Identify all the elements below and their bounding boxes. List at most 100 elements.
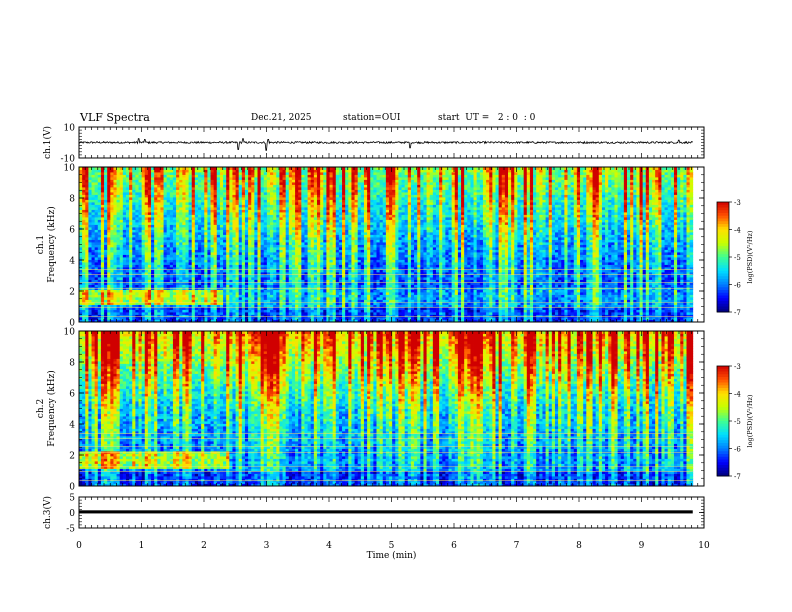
spectrogram-cell bbox=[95, 312, 99, 315]
spectrogram-cell bbox=[273, 300, 277, 303]
ch1-ylabel: ch.1(V) bbox=[42, 126, 53, 159]
spectrogram-cell bbox=[395, 297, 399, 300]
spectrogram-cell bbox=[254, 315, 258, 318]
spectrogram-cell bbox=[164, 305, 168, 308]
spectrogram-cell bbox=[417, 310, 421, 313]
spectrogram-cell bbox=[176, 300, 180, 303]
spectrogram-cell bbox=[677, 305, 681, 308]
spectrogram-cell bbox=[602, 305, 606, 308]
spectrogram-cell bbox=[677, 300, 681, 303]
spectrogram-cell bbox=[157, 297, 161, 300]
spectrogram-cell bbox=[658, 310, 662, 313]
spectrogram-cell bbox=[571, 300, 575, 303]
spectrogram-cell bbox=[539, 310, 543, 313]
spectrogram-cell bbox=[308, 310, 312, 313]
spectrogram-cell bbox=[464, 305, 468, 308]
spectrogram-cell bbox=[226, 305, 230, 308]
spectrogram-cell bbox=[627, 315, 631, 318]
spectrogram-cell bbox=[558, 297, 562, 300]
spectrogram-cell bbox=[467, 317, 471, 320]
spectrogram-cell bbox=[320, 312, 324, 315]
spectrogram-cell bbox=[527, 312, 531, 315]
spectrogram-cell bbox=[351, 305, 355, 308]
spectrogram-cell bbox=[461, 312, 465, 315]
spectrogram-cell bbox=[398, 312, 402, 315]
spectrogram-cell bbox=[167, 310, 171, 313]
spectrogram-cell bbox=[655, 317, 659, 320]
spectrogram-cell bbox=[229, 297, 233, 300]
spectrogram-cell bbox=[486, 305, 490, 308]
spectrogram-cell bbox=[427, 297, 431, 300]
spectrogram-cell bbox=[464, 300, 468, 303]
spectrogram-cell bbox=[402, 297, 406, 300]
spectrogram-cell bbox=[386, 297, 390, 300]
spectrogram-cell bbox=[483, 310, 487, 313]
spectrogram-cell bbox=[618, 312, 622, 315]
spectrogram-cell bbox=[301, 300, 305, 303]
spectrogram-cell bbox=[555, 305, 559, 308]
spectrogram-cell bbox=[561, 297, 565, 300]
spectrogram-cell bbox=[542, 315, 546, 318]
spectrogram-cell bbox=[311, 310, 315, 313]
spectrogram-cell bbox=[123, 300, 127, 303]
spectrogram-cell bbox=[286, 300, 290, 303]
spectrogram-cell bbox=[502, 305, 506, 308]
spectrogram-cell bbox=[495, 300, 499, 303]
spectrogram-cell bbox=[289, 300, 293, 303]
spectrogram-cell bbox=[477, 300, 481, 303]
spectrogram-cell bbox=[499, 310, 503, 313]
spectrogram-cell bbox=[104, 297, 108, 300]
spectrogram-cell bbox=[330, 300, 334, 303]
vlf-spectra-figure: VLF Spectra Dec.21, 2025 station=OUI sta… bbox=[0, 0, 792, 612]
spectrogram-cell bbox=[170, 305, 174, 308]
spectrogram-cell bbox=[292, 315, 296, 318]
spectrogram-cell bbox=[423, 312, 427, 315]
spectrogram-cell bbox=[129, 317, 133, 320]
spectrogram-cell bbox=[270, 300, 274, 303]
spectrogram-cell bbox=[361, 297, 365, 300]
spectrogram-cell bbox=[658, 305, 662, 308]
spectrogram-cell bbox=[402, 315, 406, 318]
spectrogram-cell bbox=[464, 315, 468, 318]
spectrogram-cell bbox=[605, 305, 609, 308]
spectrogram-cell bbox=[113, 300, 117, 303]
spectrogram-cell bbox=[179, 315, 183, 318]
spectrogram-cell bbox=[88, 305, 92, 308]
spectrogram-cell bbox=[571, 305, 575, 308]
spectrogram-cell bbox=[455, 315, 459, 318]
spectrogram-cell bbox=[427, 310, 431, 313]
spectrogram-cell bbox=[589, 300, 593, 303]
spectrogram-cell bbox=[558, 317, 562, 320]
spectrogram-cell bbox=[386, 312, 390, 315]
spectrogram-cell bbox=[392, 315, 396, 318]
spectrogram-cell bbox=[633, 315, 637, 318]
spectrogram-cell bbox=[386, 300, 390, 303]
spectrogram-cell bbox=[261, 297, 265, 300]
spectrogram-cell bbox=[655, 300, 659, 303]
spectrogram-cell bbox=[101, 312, 105, 315]
spectrogram-cell bbox=[261, 315, 265, 318]
spectrogram-cell bbox=[351, 312, 355, 315]
spectrogram-cell bbox=[345, 317, 349, 320]
spectrogram-cell bbox=[267, 305, 271, 308]
spectrogram-cell bbox=[405, 315, 409, 318]
spectrogram-cell bbox=[420, 300, 424, 303]
spectrogram-cell bbox=[370, 312, 374, 315]
spectrogram-cell bbox=[358, 317, 362, 320]
spectrogram-cell bbox=[245, 315, 249, 318]
spectrogram-cell bbox=[517, 305, 521, 308]
spectrogram-cell bbox=[486, 312, 490, 315]
spectrogram-cell bbox=[624, 317, 628, 320]
spectrogram-cell bbox=[423, 317, 427, 320]
spectrogram-cell bbox=[204, 312, 208, 315]
spectrogram-cell bbox=[317, 297, 321, 300]
spectrogram-cell bbox=[264, 297, 268, 300]
spectrogram-cell bbox=[445, 312, 449, 315]
spectrogram-cell bbox=[567, 300, 571, 303]
spectrogram-cell bbox=[552, 297, 556, 300]
spectrogram-cell bbox=[286, 312, 290, 315]
spectrogram-cell bbox=[383, 297, 387, 300]
spectrogram-cell bbox=[574, 297, 578, 300]
spectrogram-cell bbox=[433, 297, 437, 300]
spectrogram-cell bbox=[608, 305, 612, 308]
